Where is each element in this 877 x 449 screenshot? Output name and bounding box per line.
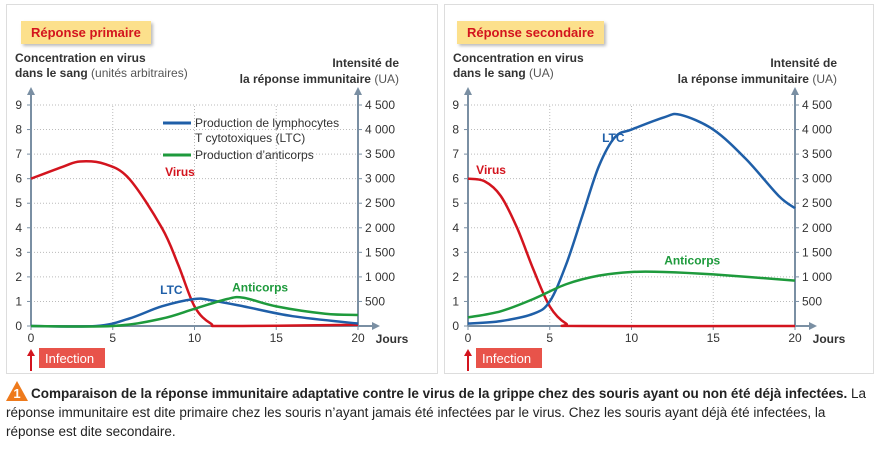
axis-arrow-icon [372,322,380,330]
y-tick-label-left: 9 [452,98,459,112]
figure-caption: 1 Comparaison de la réponse immunitaire a… [6,381,872,441]
y-tick-label-right: 2 500 [365,196,395,210]
series-line-anticorps [467,270,796,319]
y-tick-label-left: 9 [15,98,22,112]
chart-title: Réponse secondaire [457,21,605,44]
series-line-anticorps [30,295,359,328]
y-tick-label-right: 1 500 [365,245,395,259]
series-label: Virus [476,163,506,177]
y-axis-right-label: la réponse immunitaire (UA) [240,72,399,86]
axis-arrow-icon [791,87,799,95]
y-tick-label-left: 1 [15,294,22,308]
y-tick-label-left: 0 [15,319,22,333]
legend-label: T cytotoxiques (LTC) [195,131,305,145]
y-tick-label-right: 3 500 [802,147,832,161]
y-tick-label-right: 1 000 [802,270,832,284]
x-tick-label: 0 [465,331,472,345]
series-line-ltc [30,297,359,328]
series-line-virus [30,160,359,328]
x-tick-label: 10 [625,331,639,345]
infection-badge [39,348,105,368]
x-tick-label: 20 [351,331,365,345]
y-axis-left-label: Concentration en virus [15,51,146,65]
axis-arrow-icon [809,322,817,330]
series-label: Anticorps [664,254,720,268]
series-label: Virus [165,165,195,179]
infection-arrow-icon [464,349,472,356]
infection-badge [476,348,542,368]
y-axis-right-label: Intensité de [770,56,837,70]
y-tick-label-left: 1 [452,294,459,308]
y-axis-left-label: dans le sang (unités arbitraires) [15,66,188,80]
x-tick-label: 15 [270,331,284,345]
y-tick-label-left: 4 [452,221,459,235]
x-tick-label: 20 [788,331,802,345]
x-axis-label: Jours [813,332,846,346]
x-tick-label: 10 [188,331,202,345]
y-axis-right-label: la réponse immunitaire (UA) [678,72,837,86]
infection-arrow-icon [27,349,35,356]
y-tick-label-right: 4 500 [802,98,832,112]
y-tick-label-left: 3 [15,245,22,259]
y-tick-label-left: 2 [452,270,459,284]
series-label: LTC [602,131,625,145]
y-axis-right-label: Intensité de [332,56,399,70]
y-tick-label-right: 2 500 [802,196,832,210]
y-tick-label-left: 8 [15,123,22,137]
x-tick-label: 15 [707,331,721,345]
y-tick-label-left: 7 [452,147,459,161]
chart-title: Réponse primaire [21,21,151,44]
y-tick-label-right: 4 000 [802,123,832,137]
y-tick-label-left: 3 [452,245,459,259]
y-axis-left-label: dans le sang (UA) [453,66,554,80]
axis-arrow-icon [27,87,35,95]
y-tick-label-right: 4 500 [365,98,395,112]
y-tick-label-left: 8 [452,123,459,137]
y-tick-label-right: 2 000 [365,221,395,235]
series-line-virus [467,177,796,328]
y-tick-label-left: 0 [452,319,459,333]
caption-text: La réponse immunitaire est dite primaire… [6,386,867,439]
y-tick-label-right: 3 500 [365,147,395,161]
y-tick-label-left: 6 [452,172,459,186]
legend-label: Production de lymphocytes [195,116,339,130]
y-tick-label-right: 2 000 [802,221,832,235]
chart-primary-panel: Concentration en virus dans le sang (unit… [6,4,438,374]
series-line-ltc [467,112,796,325]
y-tick-label-right: 500 [802,294,822,308]
y-tick-label-right: 1 000 [365,270,395,284]
x-axis-label: Jours [376,332,409,346]
y-tick-label-right: 3 000 [365,172,395,186]
figure-number-icon: 1 [6,381,28,401]
infection-label: Infection [482,351,531,366]
y-axis-left-label: Concentration en virus [453,51,584,65]
y-tick-label-left: 4 [15,221,22,235]
x-tick-label: 5 [546,331,553,345]
x-tick-label: 0 [28,331,35,345]
axis-arrow-icon [464,87,472,95]
y-tick-label-left: 5 [452,196,459,210]
x-tick-label: 5 [109,331,116,345]
caption-title: Comparaison de la réponse immunitaire ad… [31,386,848,401]
legend-label: Production d’anticorps [195,148,314,162]
chart-secondary-panel: Concentration en virus dans le sang (UA) I… [444,4,874,374]
y-tick-label-right: 500 [365,294,385,308]
axis-arrow-icon [354,87,362,95]
y-tick-label-right: 4 000 [365,123,395,137]
y-tick-label-left: 6 [15,172,22,186]
y-tick-label-left: 2 [15,270,22,284]
infection-label: Infection [45,351,94,366]
y-tick-label-right: 3 000 [802,172,832,186]
y-tick-label-left: 7 [15,147,22,161]
series-label: LTC [160,283,183,297]
y-tick-label-right: 1 500 [802,245,832,259]
series-label: Anticorps [232,281,288,295]
y-tick-label-left: 5 [15,196,22,210]
